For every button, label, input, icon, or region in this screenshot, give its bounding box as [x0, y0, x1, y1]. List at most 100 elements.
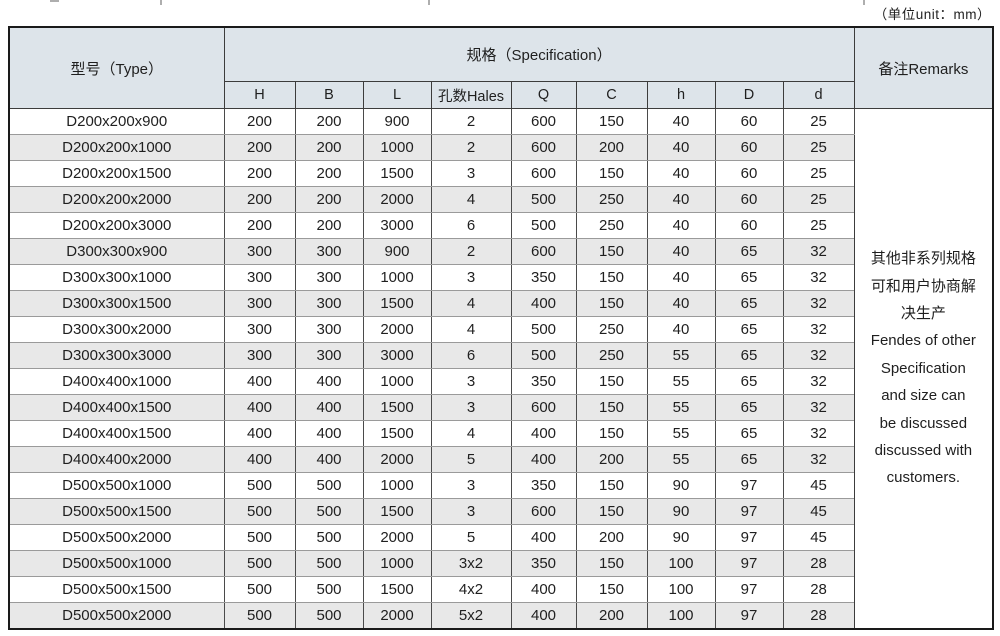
value-cell: 400 [223, 446, 296, 473]
table-row: D200x200x1500 200 200 1500 3 600 150 40 60 25 [8, 160, 993, 187]
model-cell: D500x500x1000 [8, 550, 225, 577]
remarks-line: and size can [881, 387, 966, 405]
value-cell: 6 [430, 342, 512, 369]
table-row: D400x400x1000 400 400 1000 3 350 150 55 65 32 [8, 368, 993, 395]
value-cell: 1500 [362, 420, 432, 447]
col-header-remarks: 备注Remarks [853, 26, 994, 109]
value-cell: 55 [646, 394, 716, 421]
value-cell: 2 [430, 238, 512, 265]
value-cell: 5x2 [430, 602, 512, 630]
value-cell: 600 [510, 238, 577, 265]
col-header-c: C [575, 81, 648, 109]
value-cell: 65 [714, 264, 784, 291]
value-cell: 350 [510, 368, 577, 395]
value-cell: 600 [510, 160, 577, 187]
value-cell: 200 [575, 446, 648, 473]
value-cell: 400 [294, 420, 364, 447]
cropped-text-artifact [160, 0, 162, 5]
value-cell: 300 [294, 316, 364, 343]
value-cell: 400 [510, 420, 577, 447]
value-cell: 500 [510, 212, 577, 239]
value-cell: 97 [714, 550, 784, 577]
value-cell: 1000 [362, 472, 432, 499]
value-cell: 40 [646, 290, 716, 317]
value-cell: 1000 [362, 550, 432, 577]
value-cell: 500 [294, 498, 364, 525]
value-cell: 300 [223, 238, 296, 265]
col-header-hales: 孔数Hales [430, 81, 512, 109]
value-cell: 32 [782, 264, 855, 291]
model-cell: D200x200x1000 [8, 134, 225, 161]
value-cell: 150 [575, 576, 648, 603]
model-cell: D400x400x1500 [8, 394, 225, 421]
remarks-line: customers. [886, 469, 961, 487]
value-cell: 25 [782, 108, 855, 135]
model-cell: D300x300x1500 [8, 290, 225, 317]
value-cell: 32 [782, 446, 855, 473]
table-row: D500x500x2000 500 500 2000 5x2 400 200 100 97 28 [8, 602, 993, 630]
value-cell: 25 [782, 186, 855, 213]
model-cell: D200x200x3000 [8, 212, 225, 239]
value-cell: 3x2 [430, 550, 512, 577]
value-cell: 600 [510, 394, 577, 421]
remarks-line: be discussed [879, 414, 968, 432]
model-cell: D300x300x900 [8, 238, 225, 265]
value-cell: 150 [575, 264, 648, 291]
value-cell: 60 [714, 108, 784, 135]
remarks-line: 决生产 [900, 304, 946, 322]
header-row-main: 型号（Type） 规格（Specification） 备注Remarks [8, 26, 994, 109]
table-row: D200x200x3000 200 200 3000 6 500 250 40 60 25 [8, 212, 993, 239]
value-cell: 600 [510, 134, 577, 161]
value-cell: 500 [510, 316, 577, 343]
value-cell: 45 [782, 524, 855, 551]
value-cell: 200 [294, 212, 364, 239]
value-cell: 60 [714, 134, 784, 161]
value-cell: 500 [294, 524, 364, 551]
model-cell: D200x200x2000 [8, 186, 225, 213]
value-cell: 4x2 [430, 576, 512, 603]
value-cell: 3 [430, 264, 512, 291]
value-cell: 2000 [362, 602, 432, 630]
value-cell: 3 [430, 368, 512, 395]
value-cell: 40 [646, 160, 716, 187]
value-cell: 65 [714, 238, 784, 265]
model-cell: D500x500x2000 [8, 524, 225, 551]
value-cell: 1000 [362, 264, 432, 291]
value-cell: 300 [294, 264, 364, 291]
col-header-b: B [294, 81, 364, 109]
value-cell: 200 [294, 160, 364, 187]
value-cell: 500 [294, 550, 364, 577]
value-cell: 60 [714, 160, 784, 187]
table-row: D200x200x900 200 200 900 2 600 150 40 60 25 其他非系列规… [8, 108, 994, 630]
value-cell: 500 [294, 472, 364, 499]
value-cell: 2000 [362, 446, 432, 473]
value-cell: 150 [575, 108, 648, 135]
value-cell: 600 [510, 498, 577, 525]
value-cell: 65 [714, 394, 784, 421]
model-cell: D400x400x2000 [8, 446, 225, 473]
value-cell: 40 [646, 264, 716, 291]
value-cell: 200 [223, 186, 296, 213]
value-cell: 300 [223, 316, 296, 343]
value-cell: 400 [223, 394, 296, 421]
value-cell: 40 [646, 212, 716, 239]
value-cell: 400 [223, 368, 296, 395]
value-cell: 200 [294, 186, 364, 213]
value-cell: 100 [646, 576, 716, 603]
value-cell: 6 [430, 212, 512, 239]
model-cell: D300x300x3000 [8, 342, 225, 369]
value-cell: 4 [430, 316, 512, 343]
table-row: D500x500x1000 500 500 1000 3x2 350 150 100 97 28 [8, 550, 993, 577]
remarks-line: discussed with [874, 442, 973, 460]
value-cell: 90 [646, 524, 716, 551]
value-cell: 25 [782, 212, 855, 239]
value-cell: 200 [294, 134, 364, 161]
value-cell: 40 [646, 134, 716, 161]
value-cell: 55 [646, 342, 716, 369]
value-cell: 200 [223, 160, 296, 187]
value-cell: 55 [646, 420, 716, 447]
table-row: D500x500x1000 500 500 1000 3 350 150 90 97 45 [8, 472, 993, 499]
value-cell: 500 [510, 186, 577, 213]
